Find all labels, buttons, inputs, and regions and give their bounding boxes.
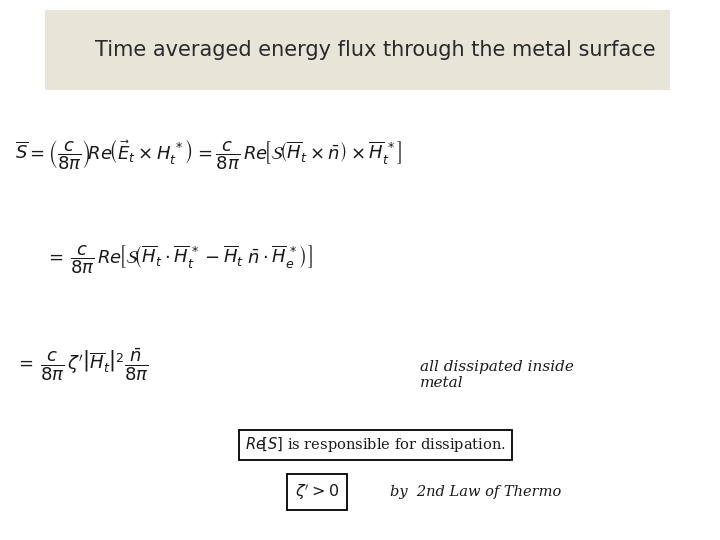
- Text: $\overline{S} = \left(\dfrac{c}{8\pi}\right)\!Re\!\left(\vec{E}_t \times H_t^{\,: $\overline{S} = \left(\dfrac{c}{8\pi}\ri…: [15, 138, 402, 172]
- Text: $=\,\dfrac{c}{8\pi}\,\zeta^{\prime}\left|\overline{H}_t\right|^2\dfrac{\bar{n}}{: $=\,\dfrac{c}{8\pi}\,\zeta^{\prime}\left…: [15, 347, 149, 383]
- Text: by  2nd Law of Thermo: by 2nd Law of Thermo: [390, 485, 562, 499]
- Bar: [45, 10, 670, 90]
- Text: all dissipated inside
metal: all dissipated inside metal: [420, 360, 574, 390]
- Text: $\zeta^{\prime} > 0$: $\zeta^{\prime} > 0$: [295, 482, 339, 502]
- Text: Time averaged energy flux through the metal surface: Time averaged energy flux through the me…: [95, 40, 656, 60]
- Text: $Re\!\left[S\right]$ is responsible for dissipation.: $Re\!\left[S\right]$ is responsible for …: [245, 435, 506, 455]
- Text: $=\,\dfrac{c}{8\pi}\,Re\!\left[\mathcal{S}\!\left(\overline{H}_t\cdot\overline{H: $=\,\dfrac{c}{8\pi}\,Re\!\left[\mathcal{…: [45, 244, 312, 276]
